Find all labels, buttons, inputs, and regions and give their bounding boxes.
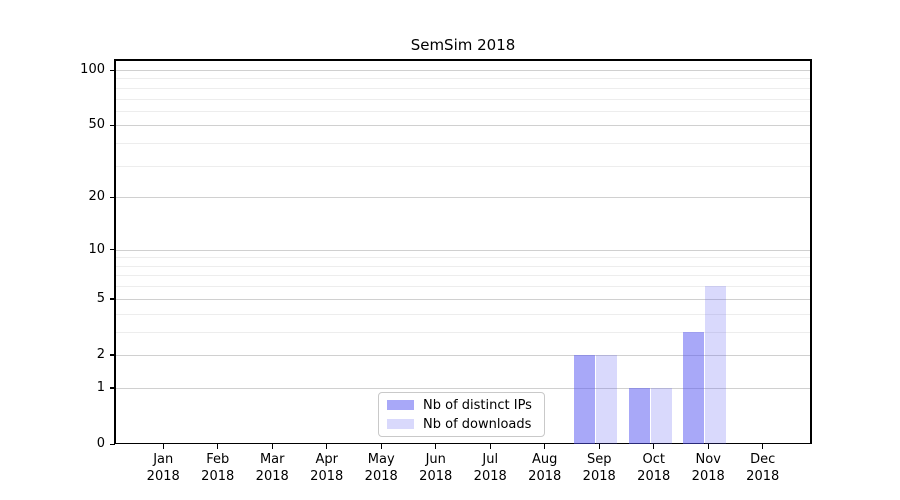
ytick-mark-5 [110,298,115,300]
gridline-major-10 [115,249,811,251]
ytick-label-2: 2 [96,346,105,362]
xtick-label-oct: Oct 2018 [637,452,671,484]
legend-swatch-downloads [387,419,414,429]
gridline-major-100 [115,70,811,71]
bar-nb-of-distinct-ips-sep [574,354,596,444]
axis-spine-right [810,59,812,444]
legend-swatch-distinct-ips [387,400,414,410]
ytick-mark-50 [110,124,115,127]
bar-nb-of-downloads-sep [596,354,618,444]
xtick-label-jul: Jul 2018 [473,452,507,484]
bar-nb-of-distinct-ips-oct [628,387,650,444]
xtick-label-mar: Mar 2018 [255,452,289,484]
xtick-mark-mar [271,444,273,449]
gridline-minor-70 [115,98,811,100]
xtick-label-apr: Apr 2018 [310,452,344,484]
legend-item-distinct-ips: Nb of distinct IPs [387,398,536,413]
legend-item-downloads: Nb of downloads [387,417,536,432]
ytick-label-20: 20 [88,189,105,205]
gridline-minor-60 [115,110,811,112]
xtick-mark-dec [762,444,764,449]
xtick-mark-jan [162,444,164,449]
xtick-label-jun: Jun 2018 [419,452,453,484]
ytick-mark-1 [110,387,115,389]
chart-title: SemSim 2018 [410,36,516,54]
ytick-mark-10 [110,249,115,251]
bar-nb-of-downloads-oct [650,387,672,444]
xtick-mark-jun [435,444,437,449]
ytick-mark-20 [110,196,115,199]
bar-nb-of-downloads-nov [705,286,727,444]
gridline-minor-40 [115,143,811,145]
gridline-minor-4 [115,313,811,315]
xtick-label-jan: Jan 2018 [146,452,180,484]
ytick-label-1: 1 [96,379,105,395]
axis-spine-left [114,59,116,444]
xtick-label-feb: Feb 2018 [201,452,235,484]
gridline-major-50 [115,125,811,127]
legend-label-distinct-ips: Nb of distinct IPs [423,397,532,413]
gridline-major-1 [115,387,811,389]
gridline-major-2 [115,354,811,356]
xtick-label-aug: Aug 2018 [528,452,562,484]
gridline-minor-9 [115,257,811,259]
gridline-minor-90 [115,78,811,80]
xtick-mark-aug [544,444,546,449]
xtick-mark-sep [598,444,600,449]
gridline-major-5 [115,298,811,300]
bar-nb-of-distinct-ips-nov [683,331,705,444]
gridline-minor-30 [115,165,811,167]
xtick-label-dec: Dec 2018 [746,452,780,484]
xtick-label-sep: Sep 2018 [582,452,616,484]
xtick-mark-jul [489,444,491,449]
ytick-label-10: 10 [88,241,105,257]
ytick-mark-0 [110,443,115,445]
xtick-label-nov: Nov 2018 [691,452,725,484]
legend-label-downloads: Nb of downloads [423,416,532,432]
gridline-minor-3 [115,331,811,333]
gridline-minor-7 [115,275,811,277]
xtick-mark-feb [217,444,219,449]
ytick-label-50: 50 [88,117,105,133]
gridline-minor-80 [115,87,811,89]
plot-area: 0 1 2 5 10 20 50 100 Jan 2018 Feb 2018 Mar 2018 Apr… [80,60,811,484]
xtick-label-may: May 2018 [364,452,398,484]
legend: Nb of distinct IPs Nb of downloads [378,392,545,437]
ytick-mark-100 [110,69,115,71]
axis-spine-bottom [114,442,812,445]
xtick-mark-apr [326,444,328,449]
gridline-major-20 [115,197,811,199]
xtick-mark-oct [653,444,655,449]
gridline-minor-6 [115,286,811,288]
ytick-label-100: 100 [80,62,105,77]
gridline-minor-8 [115,265,811,267]
axis-spine-top [114,59,812,61]
xtick-mark-nov [707,444,709,449]
xtick-mark-may [380,444,382,449]
ytick-label-5: 5 [96,290,105,306]
ytick-label-0: 0 [96,436,105,451]
ytick-mark-2 [110,354,115,356]
